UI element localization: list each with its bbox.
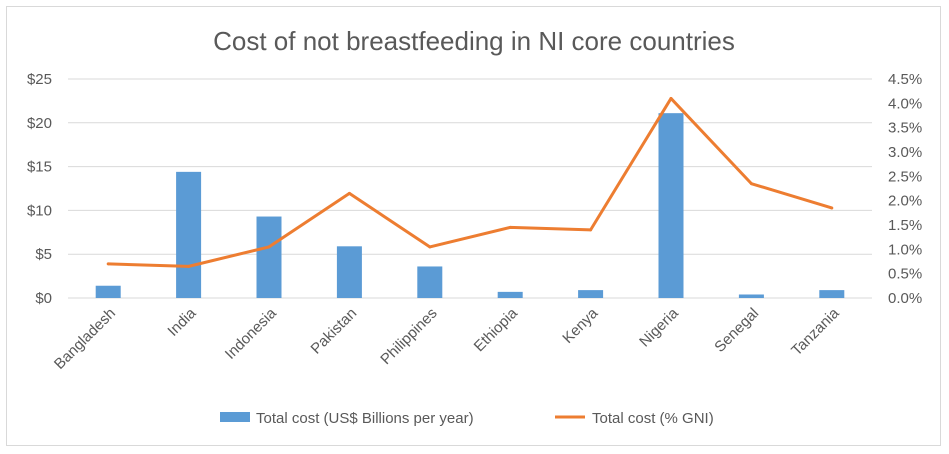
right-tick-label: 2.0%: [888, 193, 922, 210]
right-tick-label: 0.5%: [888, 266, 922, 283]
right-tick-label: 4.0%: [888, 95, 922, 112]
bar-series: [95, 113, 845, 298]
left-tick-label: $20: [27, 115, 52, 132]
line-point: [106, 262, 110, 266]
line-point: [508, 225, 512, 229]
legend: Total cost (US$ Billions per year) Total…: [220, 410, 714, 427]
line-point: [267, 245, 271, 249]
category-label: Philippines: [377, 305, 440, 368]
line-point: [187, 264, 191, 268]
right-tick-label: 3.5%: [888, 120, 922, 137]
right-tick-label: 0.0%: [888, 290, 922, 307]
x-axis-ticks: Bangladesh India Indonesia Pakistan Philippi…: [51, 304, 843, 373]
right-tick-label: 1.0%: [888, 241, 922, 258]
line-point: [347, 191, 351, 195]
bar: [176, 171, 202, 298]
category-label: Ethiopia: [471, 304, 522, 355]
legend-line-label: Total cost (% GNI): [592, 410, 714, 427]
line-series: [106, 96, 834, 268]
left-tick-label: $25: [27, 71, 52, 88]
left-tick-label: $10: [27, 202, 52, 219]
line-point: [428, 245, 432, 249]
right-tick-label: 2.5%: [888, 168, 922, 185]
category-label: Pakistan: [308, 305, 361, 358]
category-label: India: [164, 304, 199, 339]
right-tick-label: 3.0%: [888, 144, 922, 161]
line-point: [589, 228, 593, 232]
right-tick-label: 1.5%: [888, 217, 922, 234]
category-label: Senegal: [711, 305, 762, 356]
category-label: Kenya: [559, 304, 602, 347]
left-tick-label: $15: [27, 159, 52, 176]
line-point: [830, 206, 834, 210]
bar: [417, 266, 443, 298]
bar: [658, 113, 684, 298]
gridlines: [68, 78, 872, 299]
bar: [95, 285, 121, 298]
left-tick-label: $5: [35, 246, 52, 263]
bar: [497, 291, 523, 298]
right-axis-ticks: 0.0% 0.5% 1.0% 1.5% 2.0% 2.5% 3.0% 3.5% 4.0% 4.5%: [888, 71, 922, 307]
category-label: Bangladesh: [51, 305, 119, 373]
line-path: [108, 96, 833, 268]
category-label: Indonesia: [222, 304, 280, 362]
line-point: [669, 96, 673, 100]
bar: [256, 216, 282, 298]
category-label: Tanzania: [788, 304, 843, 359]
left-tick-label: $0: [35, 290, 52, 307]
line-point: [749, 182, 753, 186]
right-tick-label: 4.5%: [888, 71, 922, 88]
legend-bar-swatch: [220, 412, 250, 422]
category-label: Nigeria: [636, 304, 682, 350]
chart-title: Cost of not breastfeeding in NI core cou…: [213, 26, 735, 56]
legend-bar-label: Total cost (US$ Billions per year): [256, 410, 474, 427]
bar: [336, 246, 362, 298]
bar: [819, 290, 845, 298]
bar: [738, 294, 764, 298]
bar: [578, 290, 604, 298]
left-axis-ticks: $0 $5 $10 $15 $20 $25: [27, 71, 52, 307]
